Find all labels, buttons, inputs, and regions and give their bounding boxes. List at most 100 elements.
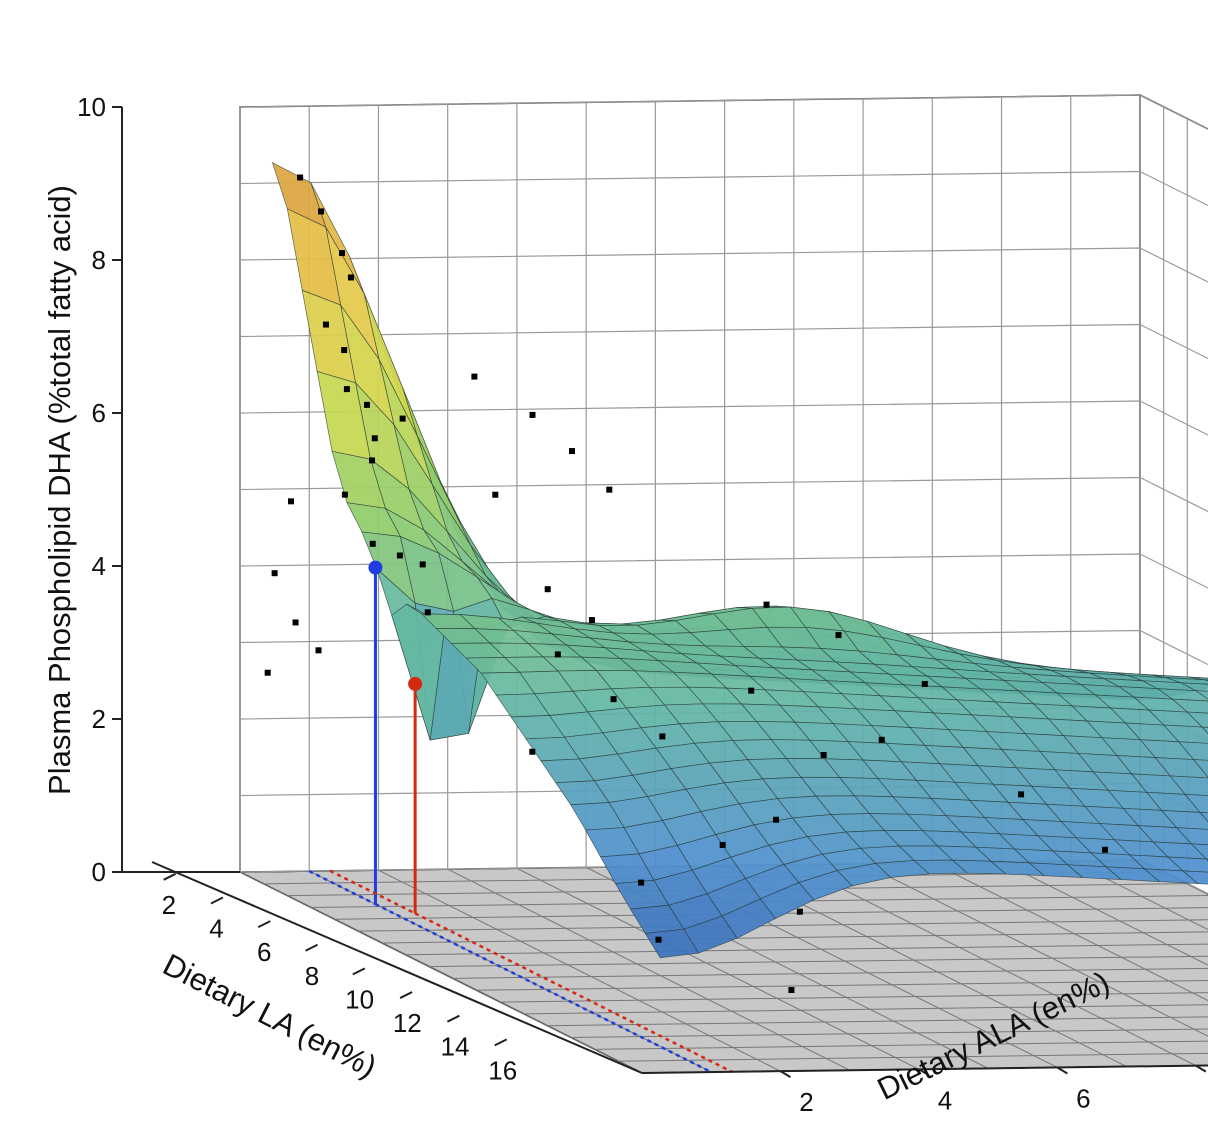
- floor-grid-line: [516, 867, 920, 1070]
- data-point: [424, 609, 431, 616]
- data-point: [796, 908, 803, 915]
- data-point: [271, 570, 278, 577]
- blue-marker: [368, 560, 383, 575]
- wall-grid-horizontal: [239, 553, 1208, 589]
- floor-grid-line: [793, 864, 1197, 1067]
- data-point: [820, 752, 827, 759]
- data-point: [315, 647, 322, 654]
- floor-grid-line: [405, 943, 1208, 956]
- z-tick-label: 8: [92, 245, 106, 275]
- floor-grid-line: [523, 1004, 1208, 1015]
- data-point: [347, 274, 354, 281]
- floor-grid-line: [932, 862, 1208, 1002]
- data-point: [343, 386, 350, 393]
- data-point: [341, 491, 348, 498]
- floor-grid-line: [476, 979, 1208, 991]
- data-point: [396, 552, 403, 559]
- z-axis-label: Plasma Phospholipid DHA (%total fatty ac…: [42, 185, 77, 795]
- data-point: [773, 816, 780, 823]
- x-tick-mark: [305, 943, 318, 952]
- floor-grid-line: [862, 863, 1208, 1037]
- x-tick-mark: [163, 872, 177, 881]
- x-tick-mark: [257, 920, 271, 929]
- x-axis-line: [151, 861, 643, 1074]
- x-tick-label: 2: [162, 890, 176, 920]
- data-point: [921, 680, 928, 687]
- data-point: [341, 347, 348, 354]
- data-point: [655, 936, 662, 943]
- floor-grid-line: [381, 931, 1208, 944]
- floor-grid-line: [594, 1040, 1208, 1050]
- x-tick-label: 14: [441, 1032, 470, 1062]
- y-tick-label: 2: [799, 1087, 813, 1117]
- wall-grid-horizontal: [239, 94, 1208, 130]
- data-point: [371, 435, 378, 442]
- z-tick-label: 2: [92, 704, 106, 734]
- highlight-markers: [308, 560, 733, 1074]
- data-point: [554, 651, 561, 658]
- floor-grid-line: [378, 869, 781, 1072]
- data-point: [369, 457, 376, 464]
- data-point: [292, 619, 299, 626]
- data-point: [568, 448, 575, 455]
- data-point: [610, 696, 617, 703]
- y-tick-label: 6: [1076, 1083, 1090, 1113]
- floor-grid-line: [1070, 860, 1208, 931]
- floor-grid-line: [547, 1016, 1208, 1027]
- z-tick-label: 6: [92, 398, 106, 428]
- data-point: [638, 879, 645, 886]
- data-point: [529, 748, 536, 755]
- x-tick-mark: [399, 991, 413, 999]
- red-floor-dash: [414, 912, 733, 1073]
- x-tick-label: 4: [209, 913, 223, 943]
- wall-grid-horizontal: [239, 170, 1208, 207]
- floor-grid-line: [429, 955, 1208, 968]
- floor-grid-line: [358, 919, 1208, 932]
- data-point: [763, 601, 770, 608]
- x-tick-label: 10: [345, 984, 374, 1014]
- data-point: [719, 841, 726, 848]
- data-point: [318, 208, 325, 215]
- data-point: [297, 174, 304, 181]
- data-point: [748, 687, 755, 694]
- x-tick-label: 16: [488, 1055, 517, 1085]
- y-axis-line: [641, 1064, 1208, 1074]
- data-point: [878, 736, 885, 743]
- floor-grid-line: [500, 992, 1208, 1003]
- data-point: [492, 491, 499, 498]
- blue-floor-dash: [374, 903, 712, 1074]
- data-points: [264, 174, 1108, 994]
- x-tick-mark: [352, 967, 366, 976]
- data-point: [419, 561, 426, 568]
- data-point: [264, 669, 271, 676]
- data-point: [544, 586, 551, 593]
- x-axis-label: Dietary LA (en%): [157, 947, 382, 1085]
- data-point: [529, 411, 536, 418]
- y-tick-mark: [1056, 1066, 1068, 1075]
- floor-grid-line: [571, 1028, 1208, 1039]
- floor-grid-line: [447, 868, 850, 1071]
- y-tick-mark: [918, 1068, 930, 1077]
- data-point: [588, 617, 595, 624]
- x-tick-mark: [210, 896, 224, 905]
- data-point: [363, 401, 370, 408]
- data-point: [1018, 791, 1025, 798]
- data-point: [659, 733, 666, 740]
- data-point: [399, 415, 406, 422]
- wall-grid-horizontal: [239, 476, 1208, 513]
- y-tick-mark: [1195, 1064, 1207, 1073]
- data-point: [369, 540, 376, 547]
- z-tick-label: 4: [92, 551, 106, 581]
- surface-facet: [644, 928, 700, 959]
- floor-grid-line: [1001, 861, 1208, 966]
- z-tick-label: 10: [77, 92, 106, 122]
- floor-grid-line: [618, 1052, 1208, 1062]
- x-tick-label: 6: [257, 937, 271, 967]
- data-point: [322, 321, 329, 328]
- x-tick-mark: [446, 1014, 460, 1023]
- red-marker: [408, 676, 423, 691]
- x-tick-label: 12: [393, 1008, 422, 1038]
- z-tick-label: 0: [92, 857, 106, 887]
- data-point: [1101, 846, 1108, 853]
- floor-plane: [239, 859, 1208, 1074]
